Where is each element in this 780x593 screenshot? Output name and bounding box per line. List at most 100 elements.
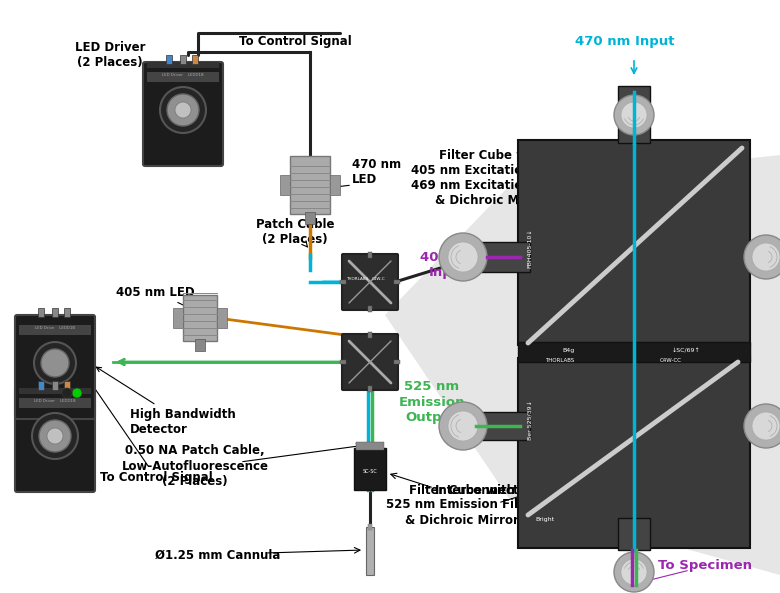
Bar [368,306,372,312]
Bar [217,308,227,328]
Circle shape [47,428,63,444]
Circle shape [439,402,487,450]
Text: Ø1.25 mm Cannula: Ø1.25 mm Cannula [155,549,281,562]
Text: THORLABS: THORLABS [346,277,368,281]
Circle shape [621,102,647,128]
Text: Filter Cube with
525 nm Emission Filter
& Dichroic Mirror: Filter Cube with 525 nm Emission Filter … [386,483,537,527]
Circle shape [614,552,654,592]
Text: ↓SC/69↑: ↓SC/69↑ [672,348,700,353]
Circle shape [448,411,478,441]
Bar [356,442,384,450]
Circle shape [744,404,780,448]
Bar [147,72,219,82]
Text: LED Driver
(2 Places): LED Driver (2 Places) [75,41,169,72]
Circle shape [160,87,206,133]
Bar [305,212,315,224]
Text: B4g: B4g [562,348,574,353]
Text: 470 nm
LED: 470 nm LED [352,158,401,186]
Bar [173,308,183,328]
Text: FBH405-10↓: FBH405-10↓ [527,228,533,268]
Circle shape [72,388,82,398]
Text: THORLABS: THORLABS [545,358,574,363]
Bar [192,55,198,64]
Circle shape [39,420,71,452]
Circle shape [448,242,478,272]
Bar [64,308,70,317]
Bar [394,280,400,284]
Text: LED Driver    LEDD1B: LED Driver LEDD1B [162,73,204,77]
FancyBboxPatch shape [354,448,386,490]
Text: To Control Signal: To Control Signal [49,323,213,484]
Circle shape [62,388,72,398]
Text: To Control Signal: To Control Signal [239,36,351,49]
FancyBboxPatch shape [750,242,780,272]
FancyBboxPatch shape [342,334,398,390]
FancyBboxPatch shape [618,518,650,550]
Bar [340,280,346,284]
Text: SC-SC: SC-SC [363,469,378,474]
Polygon shape [385,155,780,575]
FancyBboxPatch shape [518,342,750,362]
Bar [368,332,372,338]
FancyBboxPatch shape [618,86,650,143]
FancyBboxPatch shape [476,412,530,440]
Bar [147,62,219,68]
Bar [366,527,374,575]
Bar [19,388,91,394]
Circle shape [752,412,780,440]
Bar [19,398,91,408]
Bar [38,381,44,390]
Bar [52,381,58,390]
Bar [195,339,205,351]
Text: Filter Cube with
405 nm Excitation Filter,
469 nm Excitation Filter,
& Dichroic : Filter Cube with 405 nm Excitation Filte… [411,149,573,207]
Circle shape [752,243,780,271]
Text: 470 nm Input: 470 nm Input [576,36,675,49]
Text: LED Driver    LEDD1B: LED Driver LEDD1B [34,399,76,403]
Text: To Specimen: To Specimen [658,560,752,572]
Circle shape [34,342,76,384]
Bar [340,360,346,364]
Text: Bright: Bright [535,517,554,522]
Text: Interconnect: Interconnect [435,483,519,496]
Bar [52,308,58,317]
Circle shape [439,233,487,281]
FancyBboxPatch shape [143,62,223,166]
Text: LED Drive    LEDD1B: LED Drive LEDD1B [35,326,75,330]
Circle shape [32,413,78,459]
Bar [330,175,340,195]
Circle shape [744,235,780,279]
FancyBboxPatch shape [476,242,530,272]
FancyBboxPatch shape [518,358,750,548]
Text: Ber 525/39↓: Ber 525/39↓ [527,400,533,440]
FancyBboxPatch shape [290,156,330,214]
Text: 405 nm
Input: 405 nm Input [420,251,476,279]
FancyBboxPatch shape [15,315,95,419]
Bar [394,360,400,364]
FancyBboxPatch shape [342,254,398,310]
Bar [368,524,372,530]
Text: Patch Cable
(2 Places): Patch Cable (2 Places) [256,218,335,246]
Bar [280,175,290,195]
Bar [180,55,186,64]
Bar [38,308,44,317]
FancyBboxPatch shape [15,388,95,492]
FancyBboxPatch shape [750,412,780,440]
Circle shape [614,95,654,135]
Text: C4W-C: C4W-C [372,277,386,281]
Text: 525 nm
Emission
Output: 525 nm Emission Output [399,381,465,423]
Bar [166,55,172,64]
Circle shape [175,102,191,118]
Text: High Bandwidth
Detector: High Bandwidth Detector [97,367,236,436]
Bar [368,252,372,258]
Bar [64,381,70,390]
Circle shape [621,559,647,585]
FancyBboxPatch shape [183,295,217,341]
Text: 405 nm LED: 405 nm LED [116,285,197,311]
Bar [19,325,91,335]
FancyBboxPatch shape [518,140,750,345]
Text: C4W-CC: C4W-CC [660,358,682,363]
Bar [368,386,372,392]
Circle shape [41,349,69,377]
Text: 0.50 NA Patch Cable,
Low-Autofluorescence
(2 Places): 0.50 NA Patch Cable, Low-Autofluorescenc… [122,445,268,487]
Circle shape [167,94,199,126]
